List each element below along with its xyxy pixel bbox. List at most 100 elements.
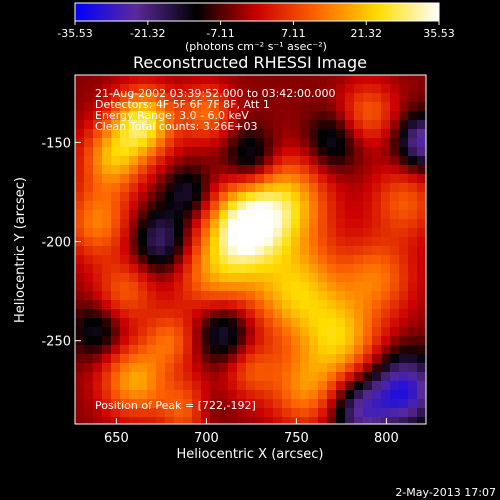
heatmap-cell (390, 156, 400, 166)
heatmap-cell (282, 84, 292, 94)
heatmap-cell (183, 372, 193, 382)
heatmap-cell (129, 300, 139, 310)
heatmap-cell (111, 237, 121, 247)
heatmap-cell (399, 300, 409, 310)
heatmap-cell (246, 354, 256, 364)
heatmap-cell (192, 102, 202, 112)
heatmap-cell (102, 399, 112, 409)
heatmap-cell (273, 255, 283, 265)
heatmap-cell (210, 354, 220, 364)
heatmap-cell (372, 183, 382, 193)
heatmap-cell (417, 363, 427, 373)
heatmap-cell (75, 372, 85, 382)
heatmap-cell (372, 273, 382, 283)
heatmap-cell (354, 399, 364, 409)
heatmap-cell (219, 309, 229, 319)
heatmap-cell (336, 165, 346, 175)
heatmap-cell (147, 264, 157, 274)
heatmap-cell (147, 246, 157, 256)
heatmap-cell (228, 219, 238, 229)
heatmap-cell (381, 174, 391, 184)
heatmap-cell (237, 156, 247, 166)
heatmap-cell (147, 192, 157, 202)
heatmap-cell (255, 237, 265, 247)
heatmap-cell (264, 381, 274, 391)
heatmap-cell (93, 237, 103, 247)
heatmap-cell (291, 381, 301, 391)
heatmap-cell (210, 291, 220, 301)
heatmap-cell (399, 372, 409, 382)
heatmap-cell (93, 318, 103, 328)
heatmap-cell (408, 291, 418, 301)
heatmap-cell (318, 399, 328, 409)
heatmap-cell (372, 282, 382, 292)
heatmap-cell (417, 156, 427, 166)
heatmap-cell (327, 120, 337, 130)
heatmap-cell (219, 138, 229, 148)
heatmap-cell (291, 156, 301, 166)
heatmap-cell (210, 138, 220, 148)
heatmap-cell (93, 408, 103, 418)
heatmap-cell (264, 84, 274, 94)
y-tick-label: -250 (41, 335, 71, 350)
heatmap-cell (210, 282, 220, 292)
heatmap-cell (408, 165, 418, 175)
heatmap-cell (300, 381, 310, 391)
heatmap-cell (417, 390, 427, 400)
heatmap-cell (237, 237, 247, 247)
heatmap-cell (102, 291, 112, 301)
heatmap-cell (219, 111, 229, 121)
heatmap-cell (390, 417, 400, 425)
heatmap-cell (417, 84, 427, 94)
heatmap-cell (327, 264, 337, 274)
heatmap-cell (75, 381, 85, 391)
heatmap-cell (336, 174, 346, 184)
heatmap-cell (309, 111, 319, 121)
heatmap-cell (147, 390, 157, 400)
heatmap-cell (264, 75, 274, 85)
heatmap-cell (183, 246, 193, 256)
heatmap-cell (102, 363, 112, 373)
heatmap-cell (138, 408, 148, 418)
heatmap-cell (120, 291, 130, 301)
heatmap-cell (390, 354, 400, 364)
heatmap-cell (156, 156, 166, 166)
heatmap-cell (255, 228, 265, 238)
heatmap-cell (417, 219, 427, 229)
heatmap-cell (282, 309, 292, 319)
heatmap-cell (147, 300, 157, 310)
heatmap-cell (399, 192, 409, 202)
heatmap-cell (102, 255, 112, 265)
heatmap-cell (165, 120, 175, 130)
heatmap-cell (156, 174, 166, 184)
heatmap-cell (381, 228, 391, 238)
heatmap-cell (201, 138, 211, 148)
heatmap-cell (390, 192, 400, 202)
heatmap-cell (318, 75, 328, 85)
heatmap-cell (273, 363, 283, 373)
heatmap-cell (111, 345, 121, 355)
heatmap-cell (201, 408, 211, 418)
heatmap-cell (327, 327, 337, 337)
heatmap-cell (219, 156, 229, 166)
heatmap-cell (327, 282, 337, 292)
heatmap-cell (363, 291, 373, 301)
heatmap-cell (165, 399, 175, 409)
heatmap-cell (138, 372, 148, 382)
heatmap-cell (147, 93, 157, 103)
heatmap-cell (336, 192, 346, 202)
heatmap-cell (318, 228, 328, 238)
heatmap-cell (174, 138, 184, 148)
heatmap-cell (165, 156, 175, 166)
heatmap-cell (282, 381, 292, 391)
heatmap-cell (174, 129, 184, 139)
heatmap-cell (291, 192, 301, 202)
heatmap-cell (192, 291, 202, 301)
heatmap-cell (282, 174, 292, 184)
heatmap-cell (129, 255, 139, 265)
heatmap-cell (102, 372, 112, 382)
heatmap-cell (372, 417, 382, 425)
heatmap-cell (300, 174, 310, 184)
heatmap-cell (417, 408, 427, 418)
heatmap-cell (363, 354, 373, 364)
